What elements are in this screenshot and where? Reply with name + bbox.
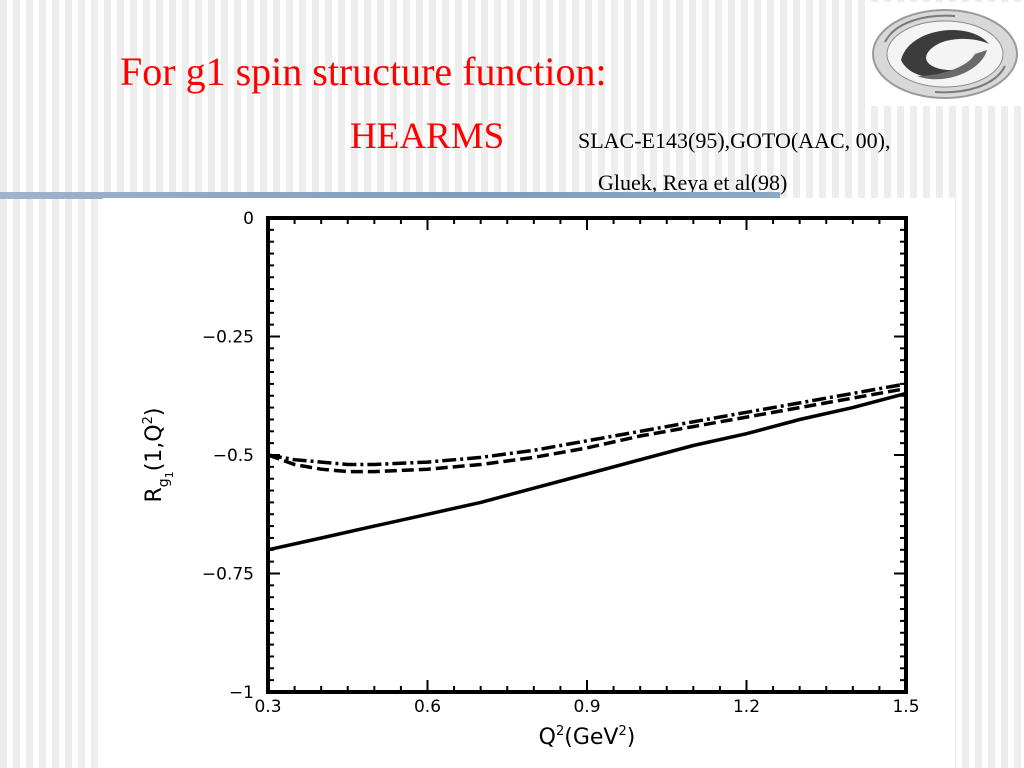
axis-ticks (267, 217, 907, 693)
series-line-solid (267, 391, 907, 552)
x-tick-label: 1.5 (892, 697, 919, 717)
x-tick-label: 0.3 (254, 697, 281, 717)
references-line-1: SLAC-E143(95),GOTO(AAC, 00), (578, 128, 891, 153)
chart-panel: 0.3 0.6 0.9 1.2 1.5 0 −0.25 −0.5 −0.75 −1 Q2(GeV2… (103, 198, 955, 768)
plot-frame (266, 216, 908, 694)
series-group (267, 382, 907, 552)
y-tick-label: −1 (229, 683, 254, 703)
institute-logo-icon (872, 9, 1018, 99)
slide-title: For g1 spin structure function: (120, 49, 607, 94)
y-tick-label: −0.5 (213, 446, 254, 466)
x-tick-label: 0.6 (414, 697, 441, 717)
logo (865, 2, 1023, 106)
y-axis-title: Rg1(1,Q2) (141, 408, 176, 503)
chart: 0.3 0.6 0.9 1.2 1.5 0 −0.25 −0.5 −0.75 −1 Q2(GeV2… (141, 209, 920, 750)
title-divider (0, 192, 780, 199)
x-axis-title: Q2(GeV2) (539, 724, 636, 750)
slide-subtitle: HEARMS (350, 116, 505, 157)
x-tick-label: 0.9 (573, 697, 600, 717)
y-tick-label: 0 (243, 209, 254, 229)
y-tick-label: −0.75 (202, 565, 254, 585)
y-tick-label: −0.25 (202, 328, 254, 348)
x-tick-label: 1.2 (733, 697, 760, 717)
tick-labels: 0.3 0.6 0.9 1.2 1.5 0 −0.25 −0.5 −0.75 −1 (202, 209, 920, 717)
series-line-dashed (267, 386, 907, 474)
series-line-dashdot (267, 382, 907, 467)
references-line-2: Gluek, Reya et al(98) (598, 170, 788, 195)
